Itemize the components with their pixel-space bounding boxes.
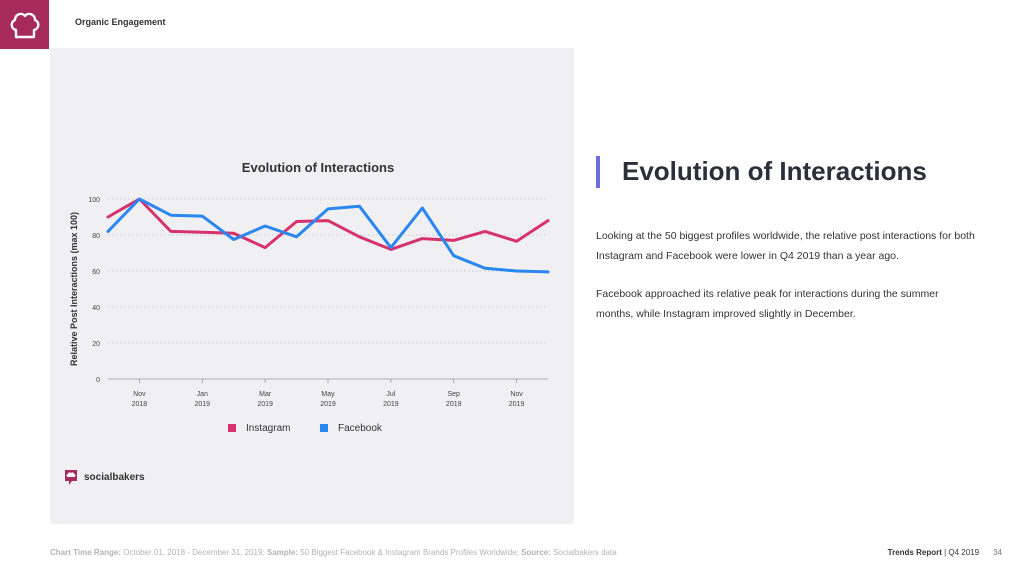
x-tick-label: 2019: [509, 401, 525, 408]
x-tick-label: Mar: [259, 391, 272, 398]
footer-sample-label: Sample:: [266, 548, 298, 557]
x-tick-label: Jan: [197, 391, 208, 398]
paragraph-1: Looking at the 50 biggest profiles world…: [596, 230, 975, 262]
page-number: 34: [993, 548, 1002, 557]
x-tick-label: 2019: [320, 401, 336, 408]
legend-swatch-facebook: [320, 424, 328, 432]
y-axis-label: Relative Post Interactions (max 100): [69, 212, 79, 366]
page-heading: Evolution of Interactions: [622, 156, 927, 186]
chart-panel: Evolution of Interactions Relative Post I…: [50, 48, 574, 524]
footer-source-label: Source:: [521, 548, 551, 557]
brand-logo: [0, 0, 49, 49]
x-tick-label: 2019: [257, 401, 273, 408]
x-tick-label: 2019: [383, 401, 399, 408]
heading-accent-bar: [596, 156, 600, 188]
x-tick-label: Nov: [133, 391, 146, 398]
y-tick-label: 60: [92, 269, 100, 276]
brand-footer: socialbakers: [63, 468, 145, 486]
y-tick-label: 100: [88, 197, 100, 204]
interactions-chart: Evolution of Interactions Relative Post I…: [69, 160, 550, 434]
x-tick-label: 2019: [446, 401, 462, 408]
report-label: Trends Report: [887, 548, 942, 557]
footer-sample-value: 50 Biggest Facebook & Instagram Brands P…: [297, 548, 522, 557]
socialbakers-logo-icon: [65, 470, 77, 485]
footer-report: Trends Report | Q4 2019 34: [888, 548, 1002, 557]
footer-range-label: Chart Time Range:: [50, 548, 121, 557]
legend-swatch-instagram: [228, 424, 236, 432]
legend-label-instagram: Instagram: [246, 423, 290, 434]
section-title: Organic Engagement: [75, 17, 166, 27]
x-tick-label: May: [321, 391, 335, 398]
footer-range-value: October 01, 2018 - December 31, 2019;: [120, 548, 267, 557]
paragraph-2: Facebook approached its relative peak fo…: [596, 288, 939, 320]
chart-title: Evolution of Interactions: [242, 160, 394, 175]
x-tick-label: Sep: [447, 391, 460, 398]
y-tick-label: 20: [92, 341, 100, 348]
footer-source-value: Socialbakers data: [550, 548, 617, 557]
series-line-instagram: [106, 197, 550, 251]
x-tick-label: Jul: [386, 391, 395, 398]
chef-hat-icon: [10, 12, 39, 38]
x-tick-label: Nov: [510, 391, 523, 398]
series-line-facebook: [106, 197, 550, 274]
report-period: | Q4 2019: [941, 548, 980, 557]
x-tick-label: 2019: [194, 401, 210, 408]
x-tick-label: 2018: [132, 401, 148, 408]
y-tick-label: 0: [96, 377, 100, 384]
legend-label-facebook: Facebook: [338, 423, 383, 434]
footer-source: Chart Time Range: October 01, 2018 - Dec…: [50, 548, 617, 557]
y-tick-label: 40: [92, 305, 100, 312]
y-tick-label: 80: [92, 233, 100, 240]
brand-name: socialbakers: [84, 471, 145, 483]
